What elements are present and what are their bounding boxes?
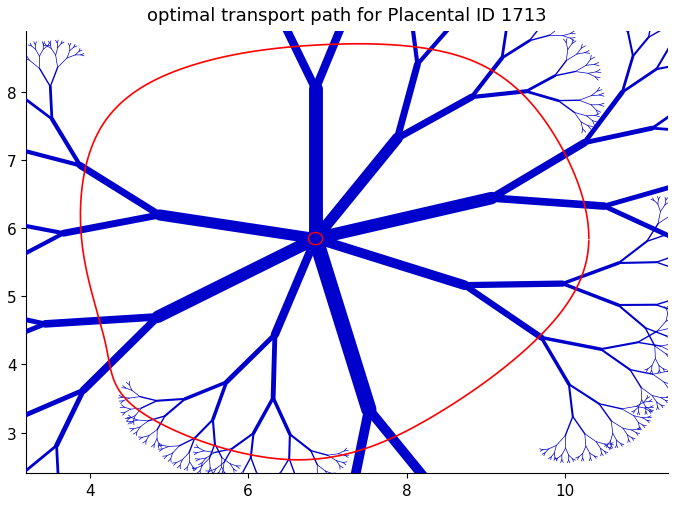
- Title: optimal transport path for Placental ID 1713: optimal transport path for Placental ID …: [147, 7, 547, 25]
